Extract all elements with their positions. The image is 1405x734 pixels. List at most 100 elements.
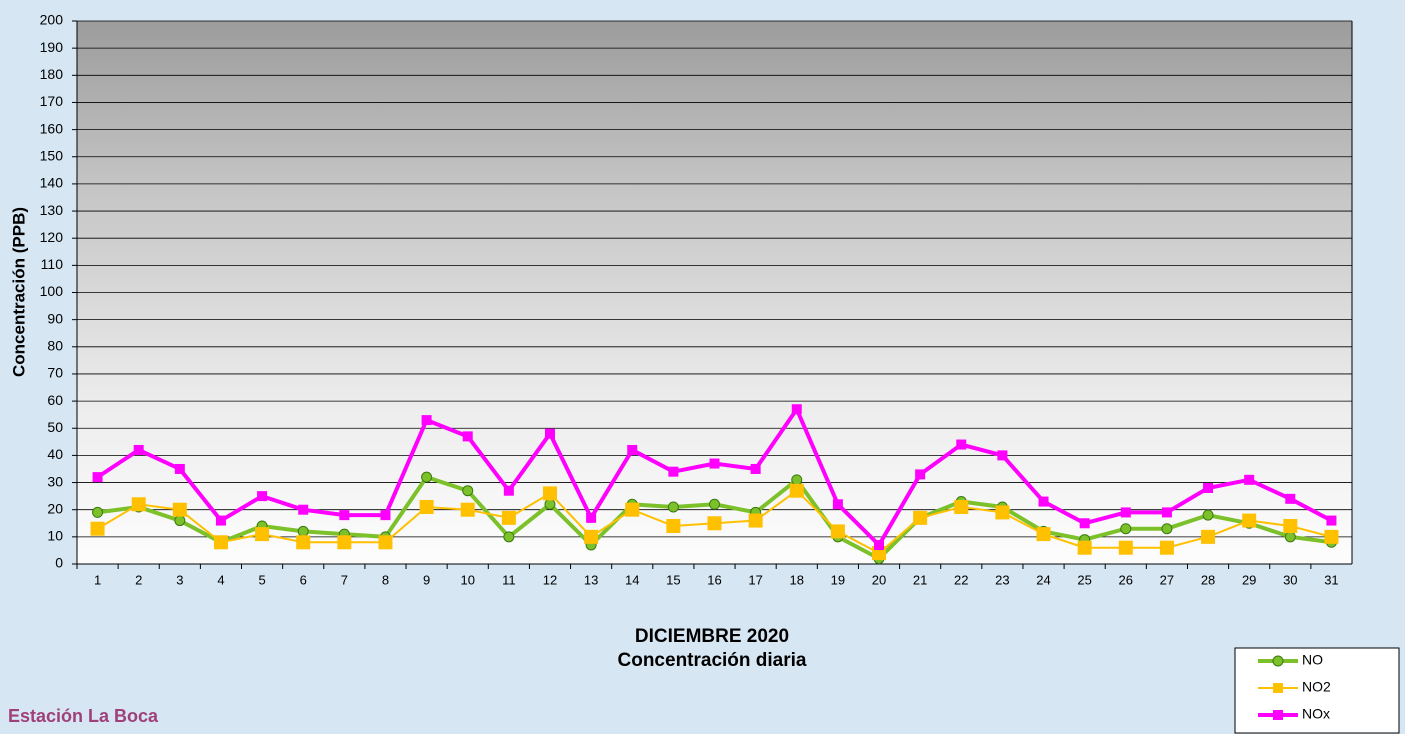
- y-tick-label: 200: [40, 12, 64, 28]
- data-point: [748, 513, 763, 528]
- data-point: [1161, 523, 1173, 535]
- data-point: [419, 499, 434, 514]
- x-tick-label: 31: [1324, 572, 1338, 587]
- x-tick-label: 5: [258, 572, 265, 587]
- data-point: [174, 515, 186, 527]
- data-point: [172, 502, 187, 517]
- data-point: [625, 502, 640, 517]
- x-tick-label: 11: [502, 572, 516, 587]
- data-point: [586, 512, 597, 523]
- data-point: [501, 510, 516, 525]
- data-point: [1120, 523, 1132, 535]
- y-tick-label: 100: [40, 283, 64, 299]
- data-point: [1284, 531, 1296, 543]
- x-tick-label: 21: [913, 572, 927, 587]
- data-point: [544, 498, 556, 510]
- y-tick-label: 120: [40, 229, 64, 245]
- data-point: [1244, 474, 1255, 485]
- data-point: [90, 521, 105, 536]
- x-tick-label: 26: [1119, 572, 1133, 587]
- data-point: [668, 466, 679, 477]
- data-point: [421, 415, 432, 426]
- data-point: [462, 431, 473, 442]
- data-point: [503, 485, 514, 496]
- data-point: [544, 428, 555, 439]
- x-tick-label: 14: [625, 572, 639, 587]
- y-tick-label: 50: [47, 419, 63, 435]
- data-point: [954, 499, 969, 514]
- y-tick-label: 0: [55, 555, 63, 571]
- data-point: [255, 527, 270, 542]
- chart-title: DICIEMBRE 2020: [635, 626, 789, 647]
- data-point: [666, 518, 681, 533]
- data-point: [1283, 518, 1298, 533]
- x-tick-label: 18: [790, 572, 804, 587]
- y-tick-label: 40: [47, 446, 63, 462]
- data-point: [462, 485, 474, 497]
- x-tick-label: 9: [423, 572, 430, 587]
- x-tick-label: 13: [584, 572, 598, 587]
- y-tick-label: 190: [40, 39, 64, 55]
- data-point: [995, 505, 1010, 520]
- data-point: [421, 471, 433, 483]
- x-tick-label: 16: [707, 572, 721, 587]
- data-point: [1324, 529, 1339, 544]
- data-point: [297, 525, 309, 537]
- data-point: [296, 535, 311, 550]
- y-tick-label: 150: [40, 147, 64, 163]
- x-tick-label: 17: [748, 572, 762, 587]
- y-tick-label: 110: [41, 256, 64, 272]
- data-point: [131, 497, 146, 512]
- data-point: [1077, 540, 1092, 555]
- data-point: [92, 472, 103, 483]
- data-point: [997, 450, 1008, 461]
- data-point: [832, 499, 843, 510]
- y-tick-label: 90: [47, 310, 63, 326]
- data-point: [709, 458, 720, 469]
- data-point: [174, 463, 185, 474]
- y-tick-label: 20: [47, 500, 63, 516]
- data-point: [830, 524, 845, 539]
- legend-label: NOx: [1302, 706, 1330, 722]
- y-tick-label: 140: [40, 175, 64, 191]
- y-tick-label: 80: [47, 338, 63, 354]
- data-point: [1242, 513, 1257, 528]
- data-point: [874, 539, 885, 550]
- data-point: [791, 404, 802, 415]
- legend-label: NO: [1302, 652, 1323, 668]
- y-tick-label: 180: [40, 66, 64, 82]
- data-point: [1203, 482, 1214, 493]
- data-point: [378, 535, 393, 550]
- data-point: [133, 444, 144, 455]
- data-point: [956, 439, 967, 450]
- y-tick-label: 170: [40, 93, 64, 109]
- x-tick-label: 8: [382, 572, 389, 587]
- data-point: [337, 535, 352, 550]
- data-point: [791, 474, 803, 486]
- data-point: [1118, 540, 1133, 555]
- legend-label: NO2: [1302, 679, 1331, 695]
- x-tick-label: 24: [1036, 572, 1050, 587]
- y-tick-label: 60: [47, 392, 63, 408]
- data-point: [789, 483, 804, 498]
- data-point: [627, 444, 638, 455]
- legend-marker: [1272, 655, 1284, 667]
- x-tick-label: 6: [300, 572, 307, 587]
- data-point: [1161, 507, 1172, 518]
- data-point: [1079, 518, 1090, 529]
- data-point: [1159, 540, 1174, 555]
- data-point: [503, 531, 515, 543]
- data-point: [298, 504, 309, 515]
- x-tick-label: 19: [831, 572, 845, 587]
- data-point: [1036, 527, 1051, 542]
- y-tick-label: 70: [47, 365, 63, 381]
- data-point: [1285, 493, 1296, 504]
- data-point: [257, 491, 268, 502]
- data-point: [750, 463, 761, 474]
- data-point: [542, 486, 557, 501]
- data-point: [707, 516, 722, 531]
- data-point: [92, 506, 104, 518]
- data-point: [913, 510, 928, 525]
- x-tick-label: 25: [1077, 572, 1091, 587]
